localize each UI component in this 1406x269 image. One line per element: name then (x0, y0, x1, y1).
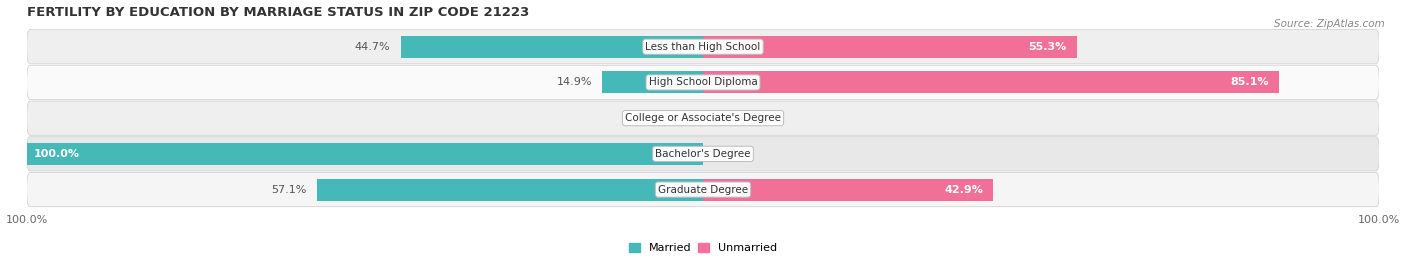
Bar (316, 179, 703, 201)
Bar (703, 179, 993, 201)
Text: College or Associate's Degree: College or Associate's Degree (626, 113, 780, 123)
Bar (703, 36, 1077, 58)
Text: 55.3%: 55.3% (1029, 42, 1067, 52)
Text: 0.0%: 0.0% (713, 113, 741, 123)
FancyBboxPatch shape (27, 172, 1379, 207)
Text: 14.9%: 14.9% (557, 77, 592, 87)
Legend: Married, Unmarried: Married, Unmarried (624, 238, 782, 257)
Text: Graduate Degree: Graduate Degree (658, 185, 748, 194)
Bar (602, 71, 703, 94)
Text: Less than High School: Less than High School (645, 42, 761, 52)
Text: FERTILITY BY EDUCATION BY MARRIAGE STATUS IN ZIP CODE 21223: FERTILITY BY EDUCATION BY MARRIAGE STATU… (27, 6, 529, 19)
Text: 85.1%: 85.1% (1230, 77, 1268, 87)
Bar (401, 36, 703, 58)
Text: 42.9%: 42.9% (943, 185, 983, 194)
FancyBboxPatch shape (27, 101, 1379, 135)
FancyBboxPatch shape (27, 30, 1379, 64)
Text: 44.7%: 44.7% (354, 42, 391, 52)
Text: Source: ZipAtlas.com: Source: ZipAtlas.com (1274, 19, 1385, 29)
Text: 57.1%: 57.1% (271, 185, 307, 194)
FancyBboxPatch shape (27, 65, 1379, 100)
FancyBboxPatch shape (27, 137, 1379, 171)
Text: 100.0%: 100.0% (34, 149, 80, 159)
Bar (27, 143, 703, 165)
Bar (703, 71, 1278, 94)
Text: 0.0%: 0.0% (665, 113, 693, 123)
Text: High School Diploma: High School Diploma (648, 77, 758, 87)
Text: 0.0%: 0.0% (713, 149, 741, 159)
Text: Bachelor's Degree: Bachelor's Degree (655, 149, 751, 159)
